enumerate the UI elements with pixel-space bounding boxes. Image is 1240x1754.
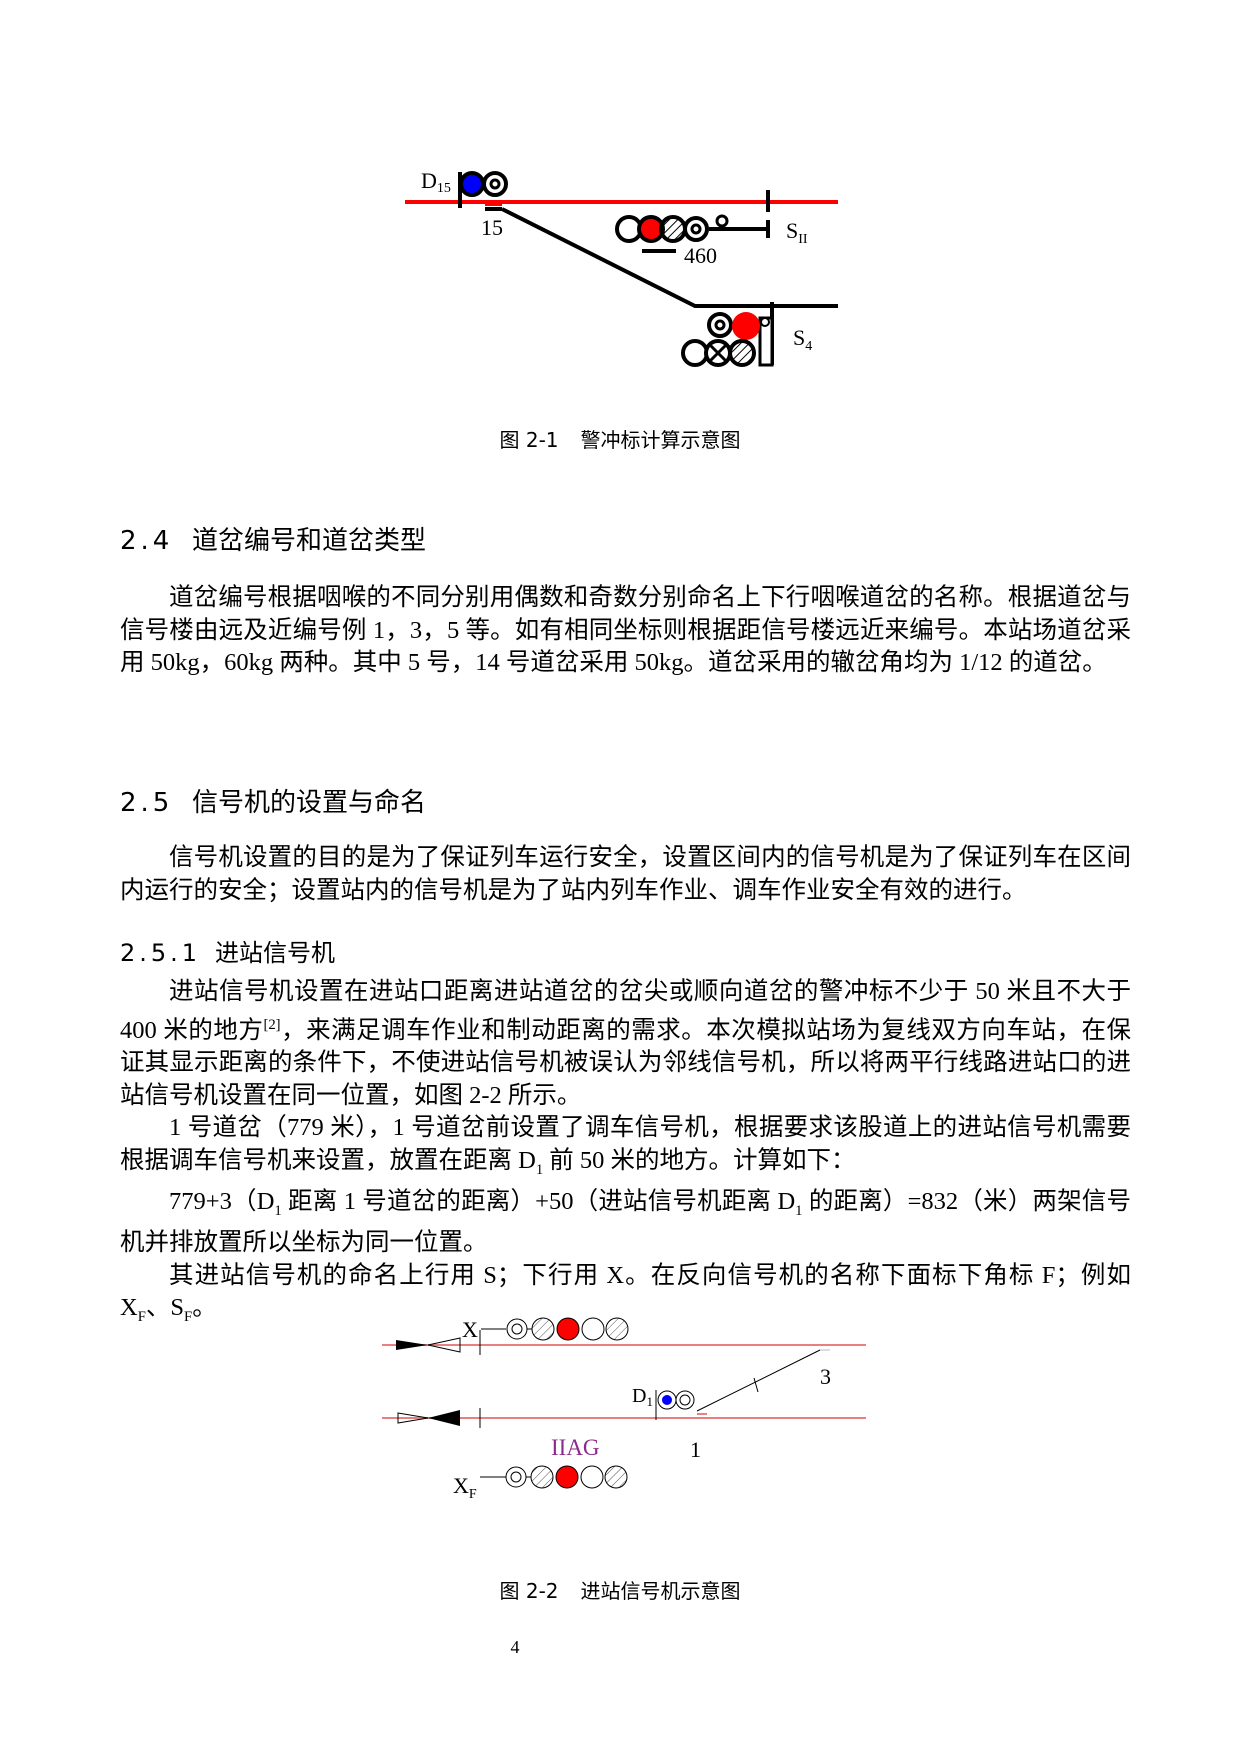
- paragraph-3: 779+3（D1 距离 1 号道岔的距离）+50（进站信号机距离 D1 的距离）…: [120, 1188, 1131, 1257]
- red-lamp: [555, 1465, 579, 1489]
- d15-label: D15: [421, 168, 451, 196]
- section-2-4-paragraph: 道岔编号根据咽喉的不同分别用偶数和奇数分别命名上下行咽喉道岔的名称。根据道岔与信…: [120, 584, 1131, 676]
- paragraph-4: 其进站信号机的命名上行用 S；下行用 X。在反向信号机的名称下面标下角标 F；例…: [120, 1261, 1131, 1326]
- iiag-label: IIAG: [551, 1435, 600, 1460]
- section-2-5-paragraph: 信号机设置的目的是为了保证列车运行安全，设置区间内的信号机是为了保证列车在区间内…: [120, 844, 1131, 904]
- sii-label: SII: [786, 218, 808, 247]
- figure-2-1: D15 15 460 SII S4: [405, 168, 838, 367]
- switch-3-label: 3: [820, 1364, 831, 1389]
- section-2-4-heading: 2.4 道岔编号和道岔类型: [120, 526, 427, 556]
- xf-signal-lamps: [505, 1465, 628, 1489]
- red-lamp: [556, 1317, 580, 1341]
- x-signal-lamps: [506, 1317, 629, 1341]
- figure-2-1-caption: 图 2-1 警冲标计算示意图: [499, 428, 741, 452]
- distance-460-label: 460: [684, 243, 717, 268]
- section-2-5-1-heading: 2.5.1 进站信号机: [120, 939, 335, 967]
- page-number: 4: [510, 1637, 520, 1657]
- blue-lamp: [459, 171, 485, 197]
- section-2-5-heading: 2.5 信号机的设置与命名: [120, 788, 427, 818]
- figure-2-2-caption: 图 2-2 进站信号机示意图: [499, 1579, 741, 1603]
- blue-lamp: [662, 1395, 672, 1405]
- x-label: X: [462, 1317, 478, 1342]
- paragraph-2: 1 号道岔（779 米），1 号道岔前设置了调车信号机，根据要求该股道上的进站信…: [120, 1114, 1131, 1178]
- paragraph-1: 进站信号机设置在进站口距离进站道岔的岔尖或顺向道岔的警冲标不少于 50 米且不大…: [120, 978, 1131, 1109]
- switch-15-label: 15: [481, 215, 503, 240]
- xf-label: XF: [453, 1473, 477, 1502]
- d1-label: D1: [632, 1385, 653, 1409]
- figure-2-2: X D1 3 1 IIAG XF: [382, 1317, 866, 1502]
- switch-1-label: 1: [690, 1437, 701, 1462]
- section-2-5-1-body: 进站信号机设置在进站口距离进站道岔的岔尖或顺向道岔的警冲标不少于 50 米且不大…: [120, 976, 1131, 1334]
- s4-label: S4: [793, 325, 812, 354]
